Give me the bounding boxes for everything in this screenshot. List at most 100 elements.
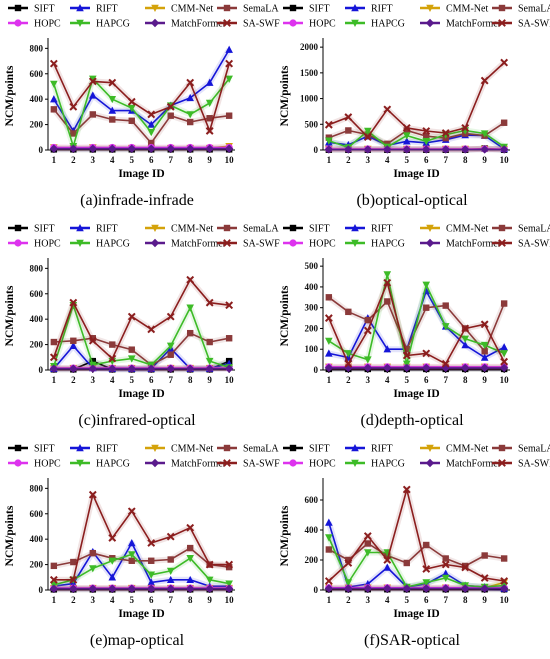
legend-marker: [150, 238, 160, 248]
data-point: [383, 363, 392, 373]
data-point: [383, 278, 392, 287]
data-point: [345, 127, 352, 134]
x-axis-label: Image ID: [118, 388, 164, 400]
data-point: [480, 353, 489, 361]
x-tick-label: 8: [463, 155, 468, 165]
x-tick-label: 5: [405, 375, 410, 385]
x-tick-label: 7: [168, 155, 173, 165]
data-point: [344, 579, 353, 587]
data-point: [50, 562, 58, 570]
series-hapcg: [325, 534, 508, 591]
legend-label: SA-SWF: [243, 459, 280, 470]
legend-marker: [76, 224, 84, 232]
chart-panel-5: SIFT RIFT CMM-Net SemaLA HOPC HAPCG MatchForme…: [4, 444, 280, 650]
data-point: [224, 364, 234, 373]
x-tick-label: 5: [130, 595, 135, 605]
series-hopc: [325, 363, 508, 371]
x-tick-label: 8: [463, 375, 468, 385]
data-point: [225, 580, 233, 588]
legend-marker: [289, 224, 297, 232]
data-point: [49, 584, 59, 593]
data-point: [186, 329, 194, 337]
legend: SIFT RIFT CMM-Net SemaLA HOPC HAPCG MatchForme…: [283, 4, 550, 30]
x-tick-label: 6: [424, 155, 429, 165]
chart-panel-4: SIFT RIFT CMM-Net SemaLA HOPC HAPCG MatchForme…: [279, 224, 550, 430]
series-line: [328, 296, 505, 353]
data-point: [109, 341, 116, 348]
y-tick-label: 400: [305, 282, 319, 292]
data-point: [128, 346, 135, 353]
data-point: [403, 127, 410, 134]
legend-item-matchformer: MatchFormer: [420, 239, 502, 250]
chart-panel-6: SIFT RIFT CMM-Net SemaLA HOPC HAPCG MatchForme…: [279, 444, 550, 650]
legend-marker: [150, 18, 160, 28]
x-tick-label: 1: [327, 595, 332, 605]
data-point: [108, 533, 117, 542]
legend-marker: [76, 444, 84, 452]
x-tick-label: 10: [500, 375, 510, 385]
data-point: [127, 551, 136, 559]
data-point: [499, 145, 509, 154]
y-tick-label: 500: [305, 119, 319, 129]
data-point: [500, 357, 509, 366]
legend-marker: [289, 239, 297, 247]
data-point: [383, 271, 392, 279]
x-tick-label: 9: [207, 375, 212, 385]
data-point: [225, 301, 234, 310]
x-tick-label: 1: [327, 375, 332, 385]
legend-marker: [14, 239, 22, 247]
legend-marker: [426, 224, 434, 232]
data-point: [423, 541, 430, 549]
y-axis-label: NCM/points: [279, 285, 291, 346]
x-tick-label: 9: [207, 155, 212, 165]
x-tick-label: 7: [168, 595, 173, 605]
y-tick-label: 800: [30, 483, 44, 493]
legend-item-hopc: HOPC: [8, 459, 61, 470]
x-axis-label: Image ID: [118, 168, 164, 180]
data-point: [461, 562, 469, 570]
legend-label: MatchFormer: [171, 459, 227, 470]
legend-marker: [351, 224, 359, 232]
data-point: [325, 546, 333, 553]
legend-label: SA-SWF: [243, 239, 280, 250]
legend-label: SA-SWF: [518, 19, 550, 30]
series-line: [53, 547, 230, 568]
data-point: [461, 335, 469, 343]
series-line: [53, 332, 230, 366]
data-point: [499, 363, 509, 373]
legend-item-semala: SemaLA: [217, 4, 279, 15]
x-tick-label: 5: [405, 155, 410, 165]
data-point: [403, 346, 410, 353]
x-tick-label: 5: [130, 155, 135, 165]
data-point: [127, 355, 136, 363]
data-point: [344, 559, 353, 567]
series-sa-swf: [324, 58, 509, 142]
x-tick-label: 1: [52, 155, 57, 165]
data-point: [127, 364, 136, 373]
data-point: [186, 93, 194, 102]
data-point: [108, 106, 117, 114]
chart-panel-1: SIFT RIFT CMM-Net SemaLA HOPC HAPCG MatchForme…: [4, 4, 280, 210]
data-point: [147, 584, 156, 593]
legend-item-hopc: HOPC: [283, 239, 336, 250]
data-point: [186, 118, 194, 126]
legend-marker: [289, 19, 297, 27]
data-point: [344, 350, 353, 358]
x-tick-label: 6: [424, 375, 429, 385]
legend-marker: [150, 458, 160, 468]
x-tick-label: 8: [188, 155, 193, 165]
data-point: [49, 575, 58, 584]
legend-item-hapcg: HAPCG: [70, 19, 130, 30]
data-point: [147, 110, 156, 119]
x-tick-label: 2: [346, 155, 351, 165]
series-matchformer: [324, 584, 509, 593]
data-point: [89, 75, 97, 83]
series-line: [53, 493, 230, 581]
data-point: [480, 76, 489, 85]
data-point: [88, 336, 97, 345]
data-point: [461, 341, 469, 349]
data-point: [108, 557, 117, 565]
data-point: [345, 556, 352, 564]
x-tick-label: 8: [188, 595, 193, 605]
y-tick-label: 2000: [300, 42, 319, 52]
